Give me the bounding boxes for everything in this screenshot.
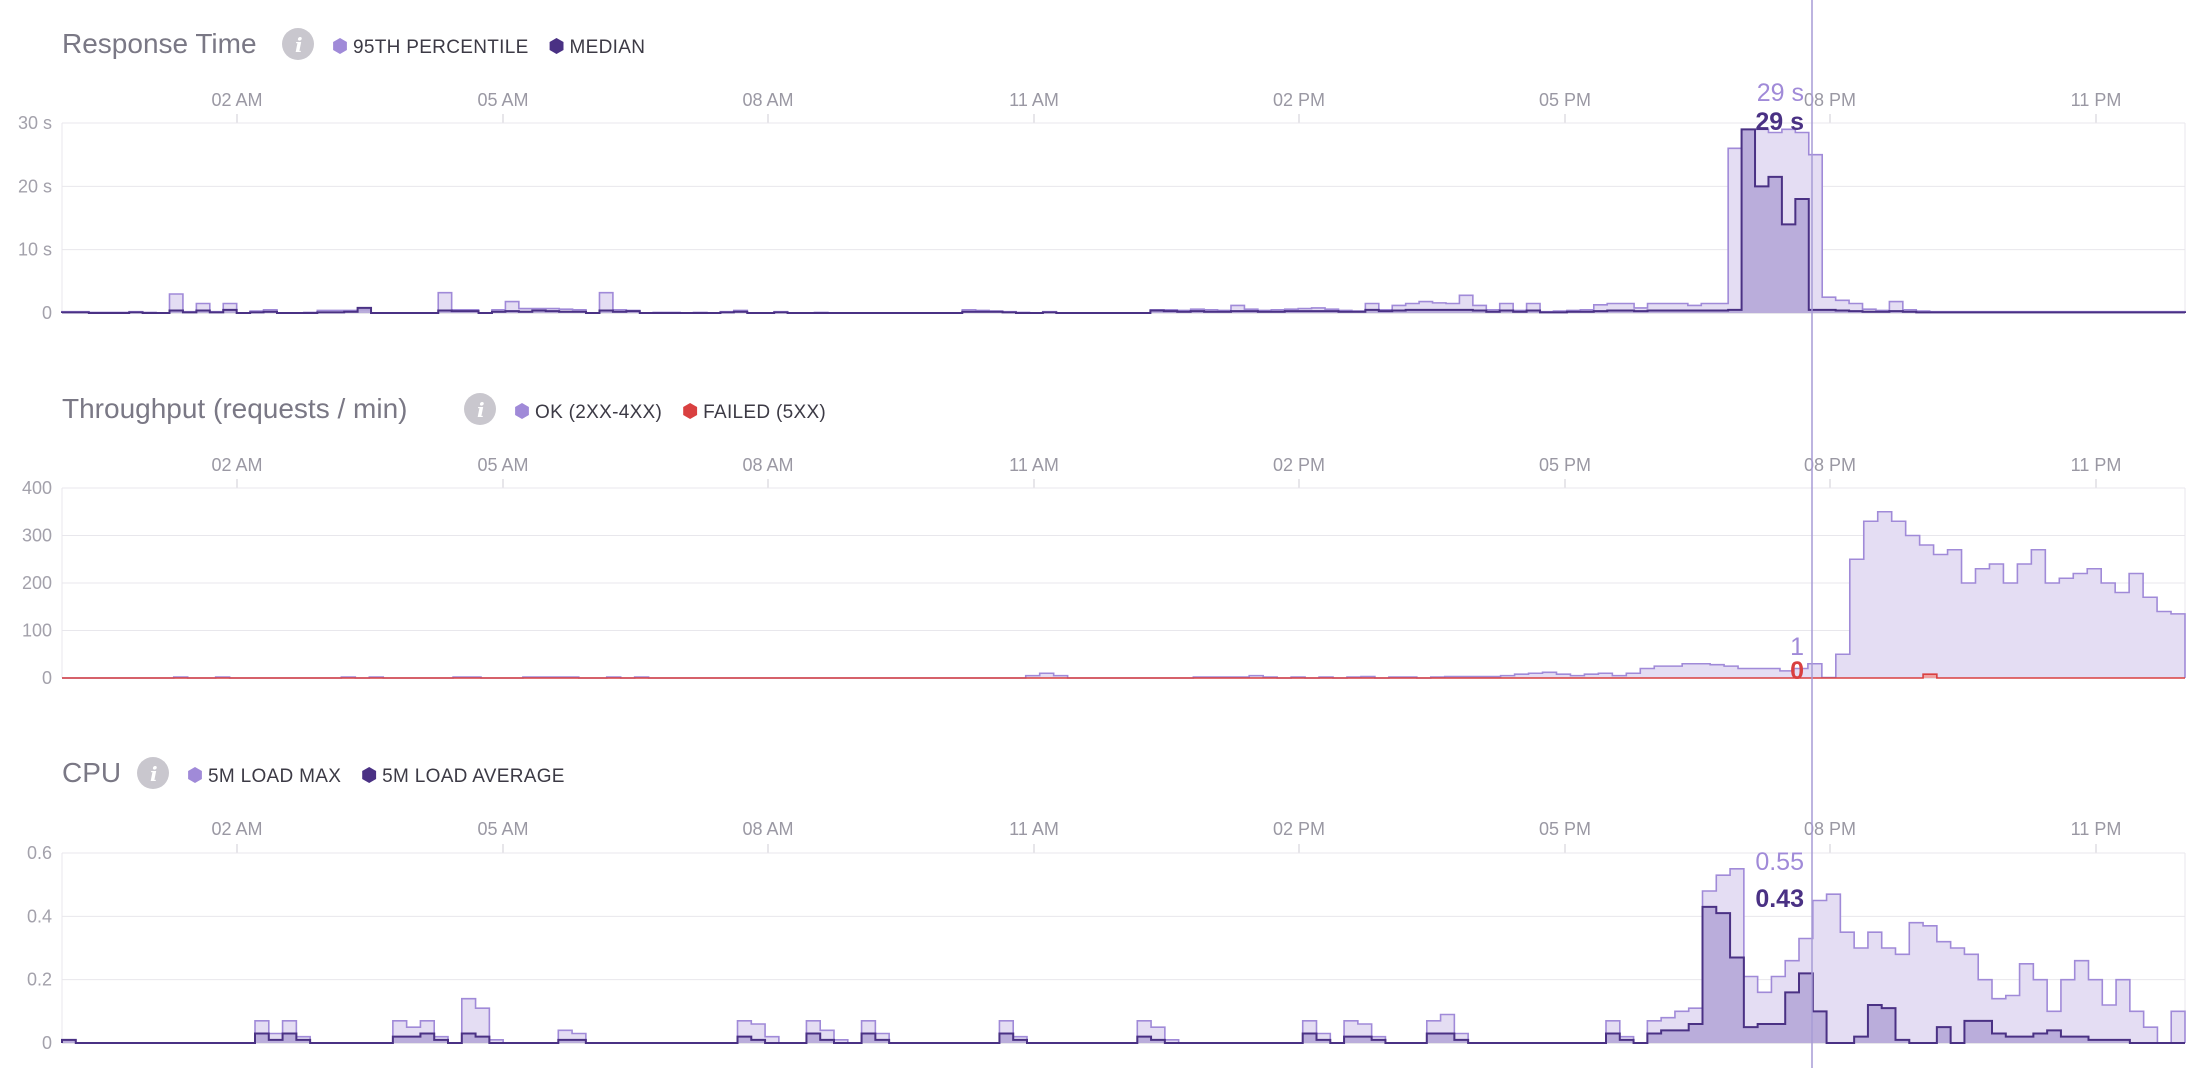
panel-0: Response Time i 95TH PERCENTILE MEDIAN 02 AM… [18, 28, 2186, 323]
y-tick-label: 0 [42, 1033, 52, 1053]
panel-2: CPU i 5M LOAD MAX 5M LOAD AVERAGE 02 AM 05 AM… [27, 757, 2186, 1053]
y-tick-label: 400 [22, 478, 52, 498]
hover-value: 0.55 [1755, 848, 1804, 876]
y-tick-label: 30 s [18, 113, 52, 133]
series-area-ok-2xx-4xx- [62, 511, 2185, 678]
legend-swatch-icon [515, 403, 529, 419]
legend-item[interactable]: MEDIAN [549, 37, 646, 58]
series-area-median [62, 129, 2185, 313]
series-line-95th-percentile [61, 128, 2186, 314]
x-tick-label: 08 AM [742, 455, 793, 475]
y-tick-label: 200 [22, 573, 52, 593]
info-icon[interactable]: i [282, 28, 314, 60]
series-line-5m-load-average [61, 905, 2185, 1044]
x-tick-label: 11 AM [1009, 455, 1059, 475]
x-tick-label: 11 AM [1009, 90, 1059, 110]
legend-item[interactable]: 5M LOAD AVERAGE [362, 766, 565, 787]
x-tick-label: 05 AM [477, 90, 528, 110]
legend-label: 5M LOAD AVERAGE [382, 766, 565, 787]
x-tick-label: 11 AM [1009, 819, 1059, 839]
hover-value: 1 [1790, 633, 1804, 661]
x-tick-label: 02 AM [211, 819, 262, 839]
x-tick-label: 05 PM [1539, 90, 1591, 110]
x-tick-label: 05 PM [1539, 819, 1591, 839]
y-tick-label: 300 [22, 526, 52, 546]
svg-text:i: i [477, 398, 485, 422]
legend-label: FAILED (5XX) [703, 402, 826, 423]
panel-title: CPU [62, 757, 121, 788]
y-tick-label: 100 [22, 621, 52, 641]
panel-title: Response Time [62, 28, 257, 59]
x-tick-label: 08 AM [742, 90, 793, 110]
x-tick-label: 05 AM [477, 819, 528, 839]
legend-label: OK (2XX-4XX) [535, 402, 662, 423]
y-tick-label: 0.4 [27, 906, 52, 926]
legend-item[interactable]: 5M LOAD MAX [188, 766, 341, 787]
legend-swatch-icon [333, 38, 347, 54]
x-tick-label: 11 PM [2071, 455, 2122, 475]
hover-value: 0.43 [1755, 885, 1804, 913]
series-line-failed [62, 673, 2185, 679]
legend-swatch-icon [362, 767, 377, 783]
legend-item[interactable]: 95TH PERCENTILE [333, 37, 528, 58]
series-area-5m-load-average [62, 906, 2185, 1043]
panel-title: Throughput (requests / min) [62, 393, 408, 424]
legend-item[interactable]: OK (2XX-4XX) [515, 402, 662, 423]
panel-1: Throughput (requests / min) i OK (2XX-4XX)… [22, 393, 2186, 688]
y-tick-label: 0.6 [27, 843, 52, 863]
info-icon[interactable]: i [137, 757, 169, 789]
x-tick-label: 02 PM [1273, 455, 1325, 475]
x-tick-label: 02 AM [211, 455, 262, 475]
legend-label: MEDIAN [570, 37, 646, 58]
y-tick-label: 0.2 [27, 970, 52, 990]
y-tick-label: 20 s [18, 176, 52, 196]
x-tick-label: 08 PM [1804, 819, 1856, 839]
legend-label: 95TH PERCENTILE [353, 37, 529, 58]
series-line-median [61, 128, 2186, 314]
svg-text:i: i [295, 33, 303, 57]
hover-value: 29 s [1755, 108, 1804, 136]
x-tick-label: 05 PM [1539, 455, 1591, 475]
y-tick-label: 0 [42, 668, 52, 688]
series-area-5m-load-max [62, 868, 2185, 1043]
y-tick-label: 0 [42, 303, 52, 323]
x-tick-label: 11 PM [2071, 90, 2122, 110]
legend-swatch-icon [683, 403, 698, 419]
legend-swatch-icon [549, 38, 564, 54]
series-area-95th-percentile [62, 129, 2185, 313]
x-tick-label: 05 AM [477, 455, 528, 475]
legend-label: 5M LOAD MAX [208, 766, 341, 787]
y-tick-label: 10 s [18, 240, 52, 260]
hover-value: 29 s [1757, 79, 1804, 107]
x-tick-label: 08 PM [1804, 455, 1856, 475]
x-tick-label: 08 PM [1804, 90, 1856, 110]
legend-swatch-icon [188, 767, 202, 783]
x-tick-label: 02 PM [1273, 90, 1325, 110]
x-tick-label: 02 AM [211, 90, 262, 110]
x-tick-label: 11 PM [2071, 819, 2122, 839]
info-icon[interactable]: i [464, 393, 496, 425]
legend-item[interactable]: FAILED (5XX) [683, 402, 826, 423]
hover-value: 0 [1790, 657, 1804, 685]
x-tick-label: 08 AM [742, 819, 793, 839]
svg-text:i: i [150, 762, 158, 786]
x-tick-label: 02 PM [1273, 819, 1325, 839]
